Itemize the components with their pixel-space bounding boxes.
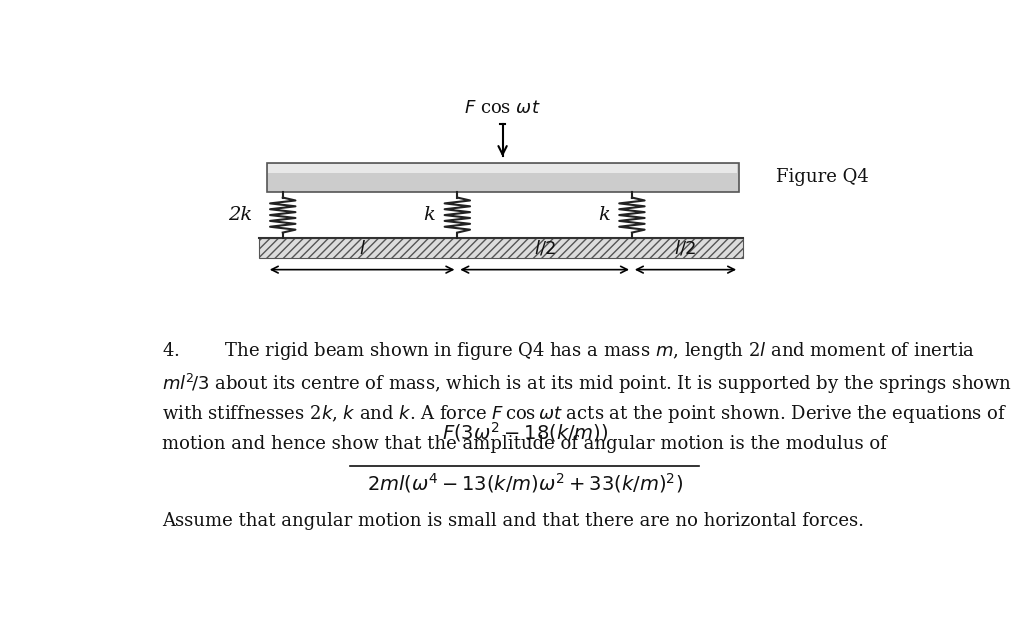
Text: $F$ cos $\omega t$: $F$ cos $\omega t$ <box>464 99 541 117</box>
Text: $ml^2\!/3$ about its centre of mass, which is at its mid point. It is supported : $ml^2\!/3$ about its centre of mass, whi… <box>162 372 1012 396</box>
Text: 2k: 2k <box>228 206 253 224</box>
Bar <box>267 163 739 192</box>
Text: Figure Q4: Figure Q4 <box>776 168 868 186</box>
Text: $l/2$: $l/2$ <box>534 239 556 258</box>
Text: with stiffnesses 2$k$, $k$ and $k$. A force $F\,$cos$\,\omega t$ acts at the poi: with stiffnesses 2$k$, $k$ and $k$. A fo… <box>162 403 1008 425</box>
Text: $F(3\omega^2-18(k/m))$: $F(3\omega^2-18(k/m))$ <box>441 420 608 444</box>
Text: k: k <box>598 206 609 224</box>
Text: $l/2$: $l/2$ <box>675 239 696 258</box>
Text: 4.        The rigid beam shown in figure Q4 has a mass $m$, length 2$l$ and mome: 4. The rigid beam shown in figure Q4 has… <box>162 340 975 362</box>
Bar <box>268 164 737 173</box>
Bar <box>259 238 743 258</box>
Text: $l$: $l$ <box>358 239 366 258</box>
Text: motion and hence show that the amplitude of angular motion is the modulus of: motion and hence show that the amplitude… <box>162 435 887 452</box>
Text: k: k <box>423 206 435 224</box>
Text: Assume that angular motion is small and that there are no horizontal forces.: Assume that angular motion is small and … <box>162 512 864 530</box>
Text: $2ml(\omega^4-13(k/m)\omega^2+33(k/m)^2)$: $2ml(\omega^4-13(k/m)\omega^2+33(k/m)^2)… <box>367 471 683 495</box>
